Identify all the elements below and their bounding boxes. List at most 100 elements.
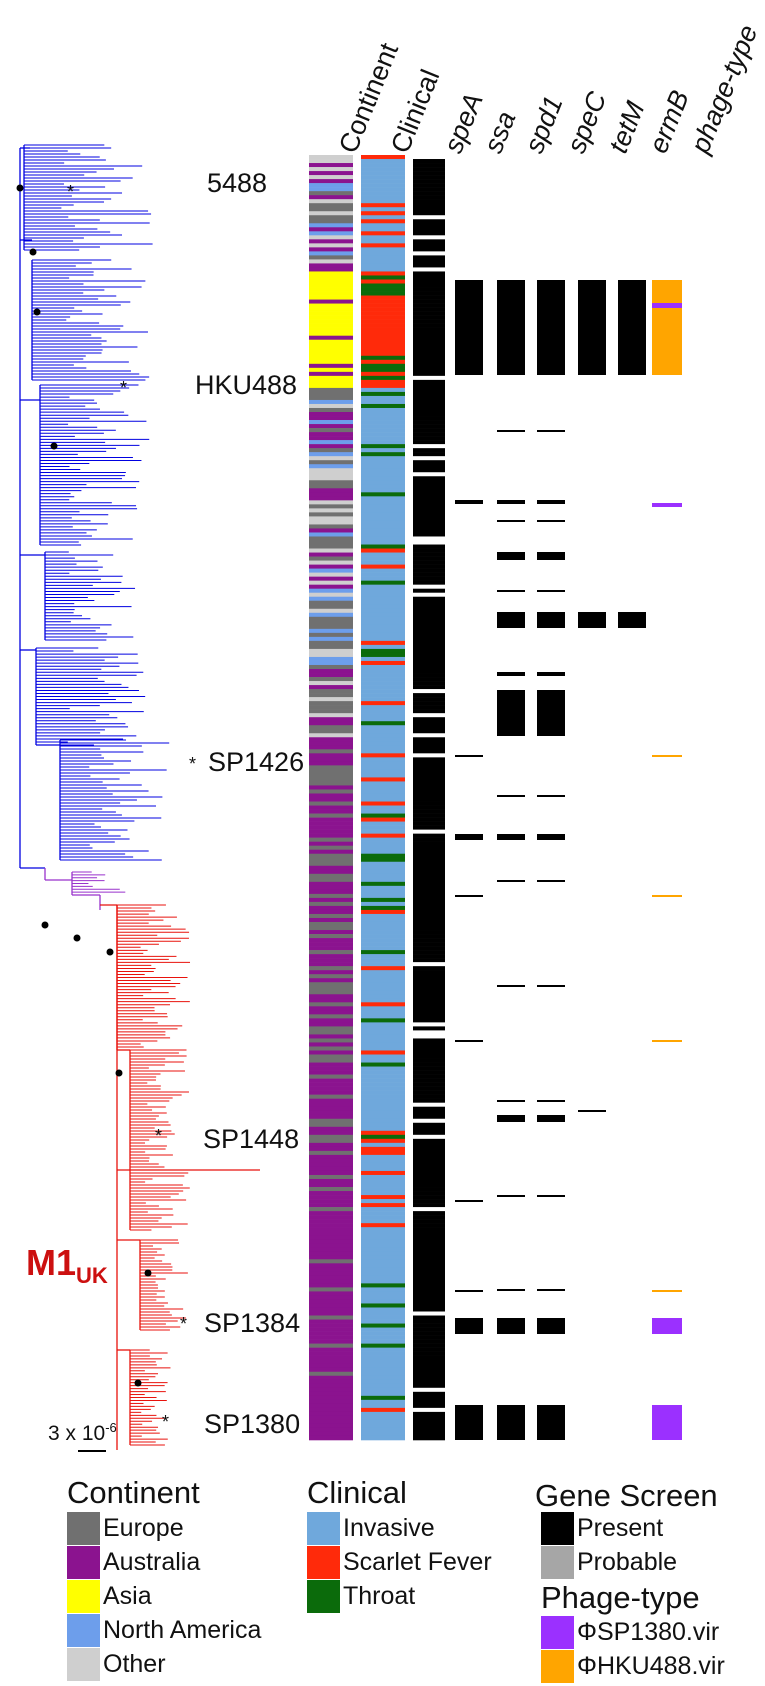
clinical-cell <box>361 998 405 1003</box>
continent-cell <box>309 307 353 312</box>
speA-cell <box>413 1227 445 1232</box>
continent-cell <box>309 934 353 939</box>
continent-cell <box>309 187 353 192</box>
continent-cell <box>309 1102 353 1108</box>
continent-cell <box>309 1110 353 1116</box>
continent-cell <box>309 1042 353 1047</box>
continent-cell <box>309 1403 353 1409</box>
continent-cell <box>309 183 353 188</box>
speA-cell <box>413 355 445 361</box>
clinical-cell <box>361 1199 405 1204</box>
clinical-cell <box>361 853 405 859</box>
clinical-cell <box>361 1026 405 1031</box>
speA-cell <box>413 416 445 421</box>
continent-cell <box>309 841 353 846</box>
clinical-cell <box>361 881 405 887</box>
continent-cell <box>309 1231 353 1236</box>
gene-present-cell <box>497 430 525 432</box>
gene-present-cell <box>455 1200 483 1202</box>
clinical-cell <box>361 1090 405 1095</box>
speA-cell <box>413 271 445 276</box>
clinical-cell <box>361 753 405 758</box>
speA-cell <box>413 1231 445 1236</box>
clinical-cell <box>361 1022 405 1027</box>
speA-cell <box>413 1411 445 1417</box>
clinical-cell <box>361 275 405 280</box>
speA-cell <box>413 227 445 232</box>
speA-cell <box>413 1215 445 1220</box>
continent-cell <box>309 448 353 453</box>
speA-cell <box>413 926 445 931</box>
continent-cell <box>309 1295 353 1300</box>
continent-cell <box>309 845 353 851</box>
phage-type-cell <box>652 755 682 757</box>
continent-cell <box>309 1239 353 1244</box>
speA-cell <box>413 367 445 373</box>
gene-present-cell <box>455 895 483 897</box>
speA-cell <box>413 1166 445 1172</box>
speA-cell <box>413 552 445 557</box>
clinical-cell <box>361 1303 405 1308</box>
speA-cell <box>413 275 445 280</box>
continent-cell <box>309 155 353 160</box>
continent-cell <box>309 733 353 738</box>
speA-cell <box>413 1110 445 1116</box>
gene-present-cell <box>537 1405 565 1440</box>
speA-cell <box>413 1419 445 1425</box>
speA-cell <box>413 897 445 903</box>
continent-cell <box>309 255 353 260</box>
continent-cell <box>309 512 353 517</box>
clinical-cell <box>361 1219 405 1224</box>
reference-star: * <box>120 378 128 398</box>
clinical-cell <box>361 247 405 252</box>
continent-cell <box>309 1006 353 1011</box>
clinical-cell <box>361 721 405 726</box>
legend-clinical-title: Clinical <box>307 1475 407 1510</box>
speA-cell <box>413 504 445 509</box>
clinical-cell <box>361 729 405 734</box>
clinical-cell <box>361 926 405 931</box>
clinical-cell <box>361 195 405 200</box>
continent-cell <box>309 564 353 569</box>
speA-cell <box>413 1090 445 1095</box>
continent-cell <box>309 580 353 585</box>
speA-cell <box>413 761 445 766</box>
clinical-cell <box>361 432 405 437</box>
clinical-cell <box>361 797 405 802</box>
continent-cell <box>309 897 353 903</box>
clinical-cell <box>361 1046 405 1051</box>
clinical-cell <box>361 901 405 907</box>
continent-cell <box>309 1026 353 1031</box>
continent-cell <box>309 656 353 662</box>
continent-cell <box>309 500 353 505</box>
clinical-cell <box>361 267 405 272</box>
speA-cell <box>413 1158 445 1164</box>
continent-cell <box>309 1118 353 1124</box>
continent-cell <box>309 508 353 513</box>
clinical-cell <box>361 1267 405 1272</box>
speA-cell <box>413 769 445 774</box>
clinical-cell <box>361 905 405 911</box>
gene-present-cell <box>497 834 525 840</box>
clinical-cell <box>361 1299 405 1304</box>
continent-cell <box>309 1379 353 1385</box>
clinical-cell <box>361 861 405 867</box>
clinical-cell <box>361 259 405 264</box>
tree-node-dot <box>29 248 37 256</box>
continent-cell <box>309 1050 353 1055</box>
speA-cell <box>413 853 445 859</box>
clinical-cell <box>361 632 405 638</box>
speA-cell <box>413 1118 445 1124</box>
continent-cell <box>309 472 353 477</box>
speA-cell <box>413 588 445 594</box>
clinical-cell <box>361 677 405 682</box>
clinical-cell <box>361 745 405 750</box>
speA-cell <box>413 725 445 730</box>
continent-cell <box>309 1174 353 1180</box>
speA-cell <box>413 395 445 401</box>
clinical-cell <box>361 1331 405 1336</box>
clinical-cell <box>361 496 405 501</box>
speA-cell <box>413 1150 445 1156</box>
speA-cell <box>413 259 445 264</box>
clinical-cell <box>361 1315 405 1320</box>
